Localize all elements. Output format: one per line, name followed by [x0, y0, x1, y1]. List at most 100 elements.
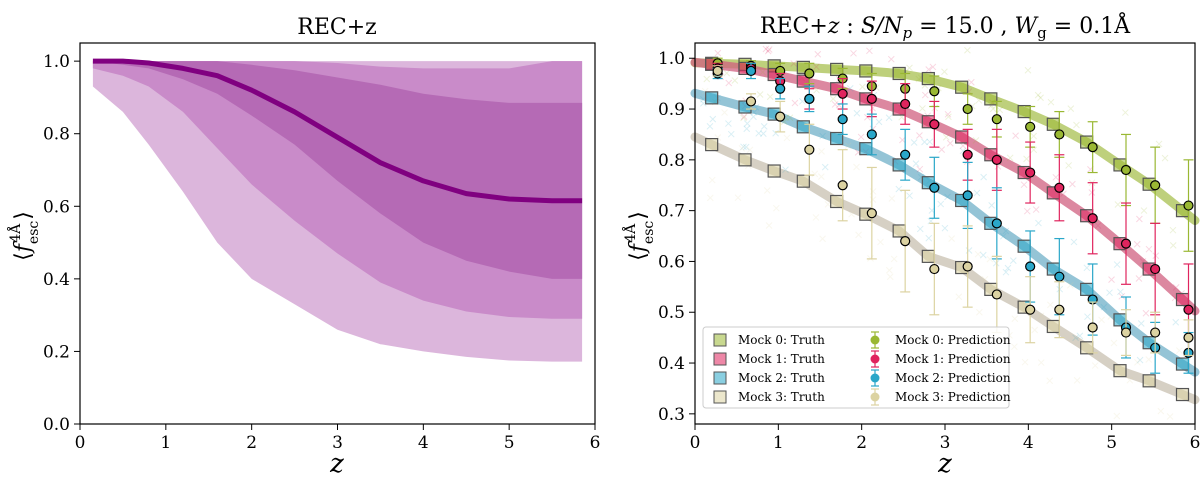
background-cross: [706, 122, 714, 130]
x-tick-label: 4: [418, 433, 429, 453]
x-tick-label: 4: [1023, 433, 1034, 453]
truth-marker: [767, 164, 781, 178]
background-cross: [714, 49, 722, 57]
left-chart-panel: 0 1 2 3 4 5 6 0.0 0.2 0.4 0.6 0.8 1.0 REC+z z ⟨fesc4…: [6, 15, 600, 479]
background-cross: [921, 91, 929, 99]
pred-series-3: [712, 65, 1194, 357]
background-cross: [964, 46, 971, 54]
truth-marker: [830, 62, 844, 77]
background-cross: [1094, 222, 1102, 229]
background-cross: [765, 222, 773, 229]
background-cross: [979, 251, 987, 259]
x-tick-label: 5: [504, 433, 515, 453]
legend-truth-marker: [713, 352, 727, 366]
prediction-marker: [929, 119, 940, 130]
left-ticks: 0 1 2 3 4 5 6 0.0 0.2 0.4 0.6 0.8 1.0: [43, 52, 600, 453]
prediction-marker: [837, 180, 848, 191]
prediction-marker: [837, 114, 848, 125]
background-cross: [750, 113, 757, 121]
truth-marker: [830, 194, 844, 209]
prediction-marker: [712, 65, 723, 77]
background-cross: [1098, 316, 1105, 324]
background-cross: [1155, 140, 1163, 148]
background-cross: [1002, 268, 1010, 276]
prediction-marker: [1120, 327, 1132, 338]
left-chart-title: REC+z: [297, 15, 376, 40]
background-cross: [946, 139, 954, 147]
truth-marker: [796, 174, 810, 188]
right-points: [699, 45, 1194, 420]
background-cross: [853, 109, 861, 117]
truth-marker: [1080, 282, 1094, 296]
background-cross: [869, 104, 876, 112]
right-x-axis-label: z: [937, 449, 952, 479]
background-cross: [1169, 242, 1177, 249]
truth-marker: [859, 142, 873, 156]
background-cross: [783, 134, 791, 142]
truth-marker: [892, 224, 906, 238]
background-cross: [859, 83, 866, 91]
background-cross: [1076, 332, 1084, 340]
background-cross: [1110, 339, 1118, 347]
background-cross: [1006, 154, 1014, 162]
prediction-marker: [1087, 322, 1098, 333]
background-cross: [731, 77, 739, 84]
background-cross: [782, 166, 789, 174]
background-cross: [850, 49, 857, 57]
right-ticks: 0 1 2 3 4 5 6 0.3 0.4 0.5 0.6 0.7 0.8 0.9 1.0: [658, 49, 1200, 453]
background-cross: [906, 64, 913, 72]
background-cross: [1133, 240, 1141, 248]
truth-marker: [1046, 319, 1060, 334]
background-cross: [948, 235, 956, 242]
prediction-marker: [1054, 304, 1065, 315]
background-cross: [926, 138, 934, 146]
background-cross: [743, 120, 751, 127]
background-cross: [988, 202, 996, 209]
background-cross: [829, 95, 837, 103]
background-cross: [1145, 245, 1153, 253]
background-cross: [1169, 226, 1177, 234]
background-cross: [759, 130, 767, 137]
y-tick-label: 0.4: [43, 270, 70, 290]
background-cross: [743, 125, 751, 133]
background-cross: [756, 91, 764, 98]
y-tick-label: 0.6: [43, 197, 70, 217]
background-cross: [921, 138, 928, 146]
background-cross: [1023, 155, 1030, 163]
background-cross: [1135, 275, 1143, 282]
background-cross: [959, 142, 967, 150]
prediction-marker: [929, 86, 940, 97]
background-cross: [786, 114, 794, 122]
background-cross: [938, 146, 946, 153]
background-cross: [1118, 292, 1126, 300]
prediction-marker: [1025, 304, 1036, 315]
y-tick-label: 1.0: [658, 49, 685, 69]
truth-marker: [955, 130, 969, 144]
background-cross: [1157, 407, 1165, 415]
legend-prediction-marker: [870, 392, 880, 402]
y-tick-label: 0.8: [43, 125, 70, 145]
background-cross: [1032, 206, 1040, 213]
background-cross: [817, 173, 825, 180]
background-cross: [916, 225, 924, 233]
background-cross: [831, 101, 839, 108]
background-cross: [790, 60, 798, 67]
right-legend: Mock 0: Truth Mock 0: Prediction Mock 1: T…: [702, 326, 1011, 409]
background-cross: [916, 165, 924, 173]
prediction-marker: [1183, 200, 1194, 211]
prediction-marker: [1183, 304, 1194, 315]
background-cross: [812, 214, 820, 221]
background-cross: [1152, 252, 1160, 260]
background-cross: [1073, 376, 1081, 384]
legend-prediction-marker: [870, 354, 880, 364]
truth-marker: [738, 153, 752, 167]
background-cross: [1037, 359, 1045, 366]
background-cross: [750, 108, 758, 116]
background-cross: [888, 195, 896, 202]
truth-marker: [892, 158, 906, 172]
legend-box: [702, 326, 1010, 409]
background-cross: [1031, 326, 1039, 334]
prediction-marker: [804, 144, 815, 155]
background-cross: [869, 188, 877, 195]
background-cross: [1037, 94, 1044, 102]
